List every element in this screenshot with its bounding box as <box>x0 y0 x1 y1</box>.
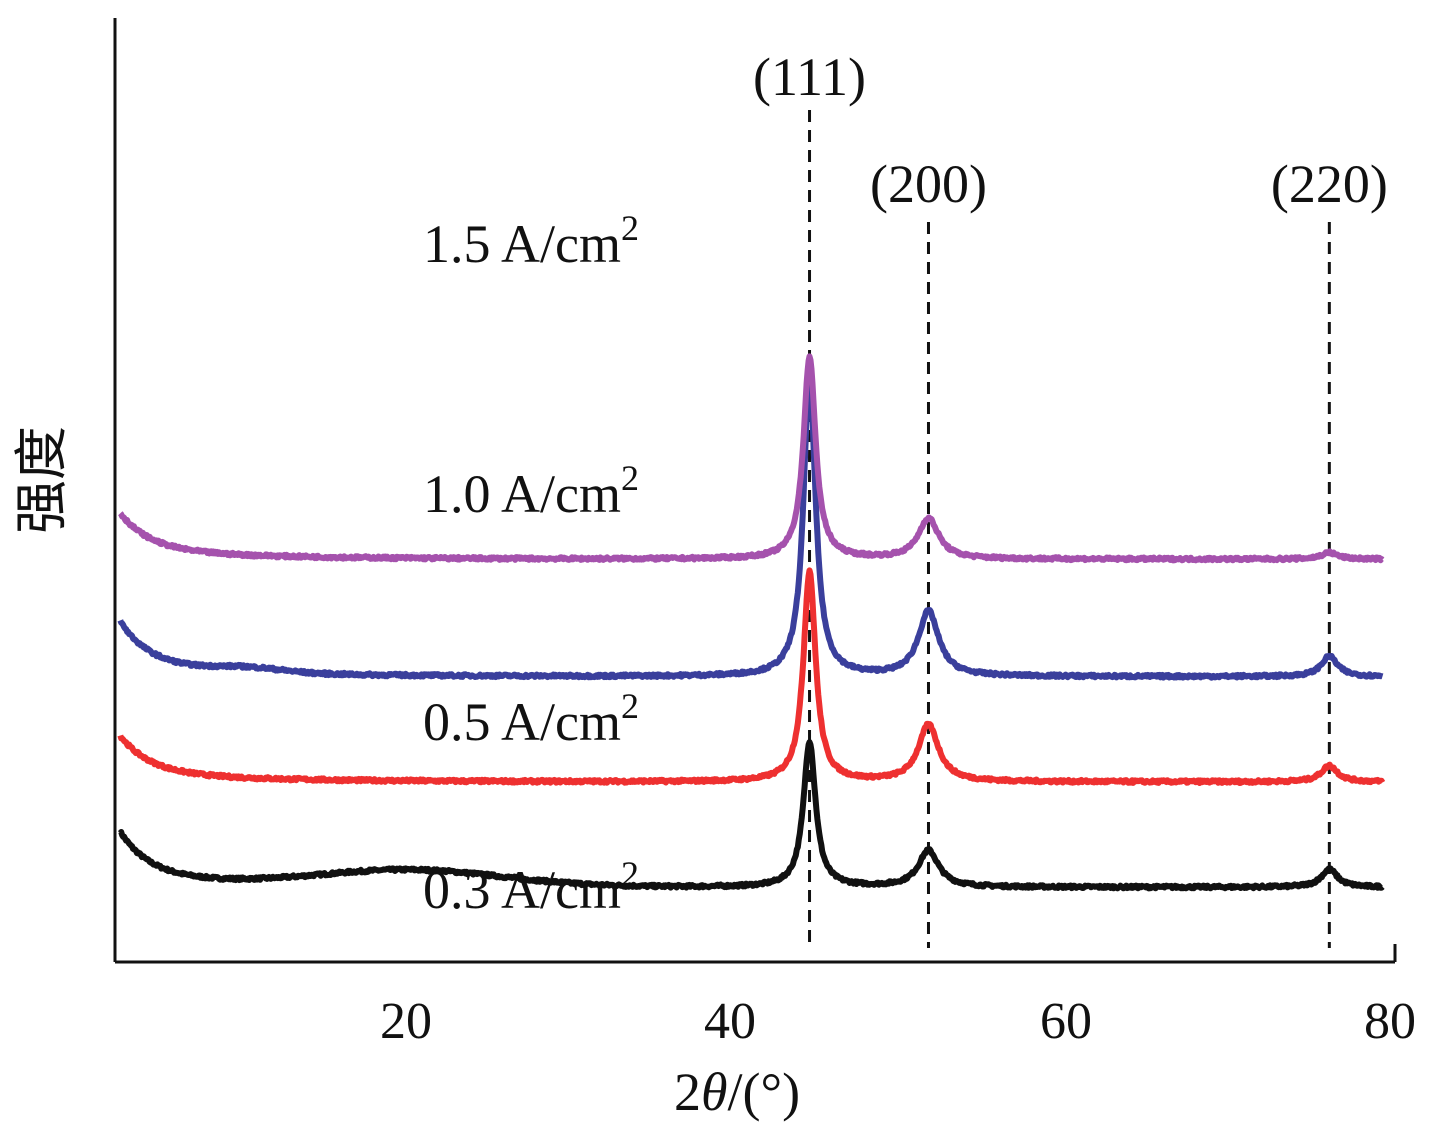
peak-label: (220) <box>1271 154 1388 214</box>
series-label: 0.5 A/cm2 <box>423 686 639 752</box>
peak-label: (111) <box>753 47 866 107</box>
series-label: 1.5 A/cm2 <box>423 208 639 274</box>
series-layer <box>120 356 1382 888</box>
x-tick-label: 40 <box>704 993 756 1050</box>
peak-label: (200) <box>870 154 987 214</box>
series-line <box>120 742 1382 888</box>
x-tick-label: 20 <box>380 993 432 1050</box>
y-axis-title: 强度 <box>12 426 72 534</box>
xrd-chart: 20 40 60 80 (111)(200) (220) 0.3 A/cm2 0.5 A/… <box>0 0 1437 1139</box>
series-line <box>120 377 1382 678</box>
peak-reference-lines <box>810 110 1330 948</box>
series-labels: 0.3 A/cm2 0.5 A/cm2 1.0 A/cm2 1.5 A/cm2 <box>423 208 639 920</box>
series-label: 0.3 A/cm2 <box>423 854 639 920</box>
axes <box>115 18 1395 962</box>
series-label: 1.0 A/cm2 <box>423 458 639 524</box>
x-axis-title: 2θ/(°) <box>674 1062 800 1122</box>
x-tick-label: 60 <box>1040 993 1092 1050</box>
series-line <box>120 356 1382 560</box>
x-ticks: 20 40 60 80 <box>380 993 1416 1050</box>
peak-labels: (111)(200) (220) <box>753 47 1388 214</box>
x-tick-label: 80 <box>1364 993 1416 1050</box>
